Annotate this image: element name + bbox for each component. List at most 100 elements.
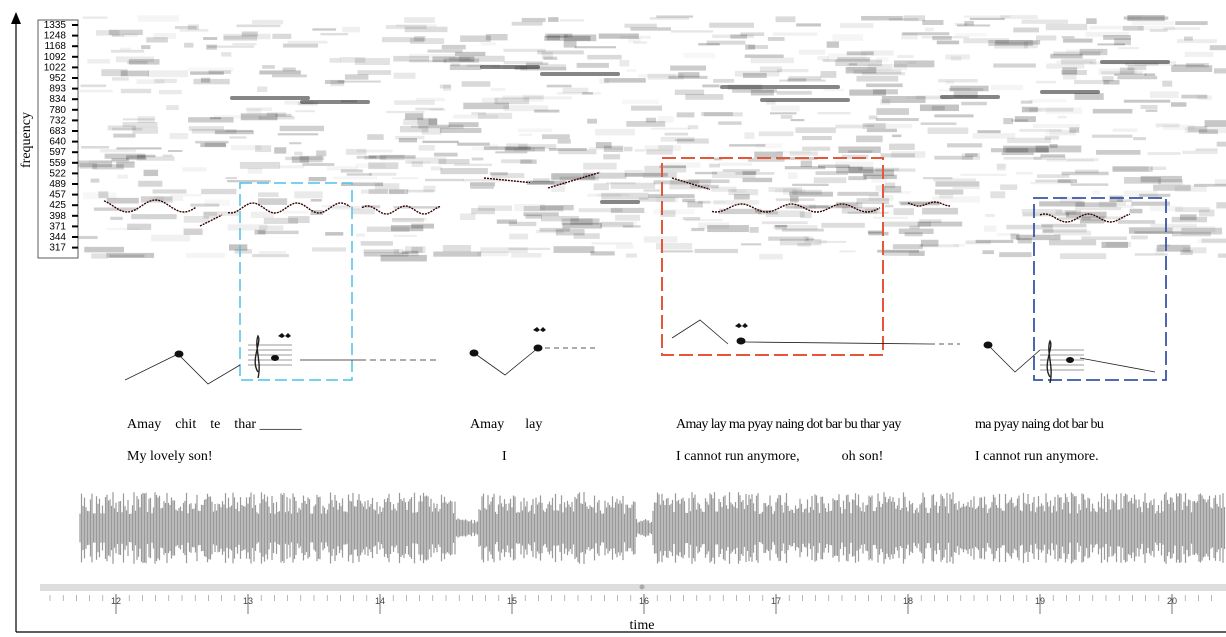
spectrogram-cell: [698, 200, 711, 204]
spectrogram-cell: [848, 166, 863, 174]
spectrogram-cell: [429, 108, 446, 111]
spectrogram-cell: [520, 66, 567, 71]
spectrogram-band: [1040, 90, 1100, 94]
spectrogram-cell: [179, 29, 209, 32]
spectrogram-cell: [240, 113, 278, 121]
spectrogram-cell: [878, 191, 911, 194]
spectrogram-cell: [1197, 239, 1226, 244]
spectrogram-cell: [898, 228, 934, 234]
spectrogram-cell: [441, 44, 466, 50]
spectrogram-cell: [1050, 53, 1083, 59]
spectrogram-cell: [587, 118, 598, 124]
spectrogram-cell: [894, 60, 935, 68]
spectrogram-cell: [776, 150, 811, 154]
spectrogram-cell: [634, 149, 645, 152]
spectrogram-cell: [116, 147, 162, 150]
spectrogram-cell: [170, 193, 202, 197]
spectrogram-cell: [643, 189, 660, 192]
spectrogram-cell: [868, 231, 889, 236]
spectrogram-cell: [1184, 127, 1226, 134]
spectrogram-cell: [504, 146, 545, 152]
spectrogram-cell: [891, 151, 926, 158]
spectrogram-cell: [1046, 63, 1085, 69]
spectrogram-cell: [748, 158, 785, 162]
spectrogram-cell: [443, 84, 452, 91]
spectrogram-cell: [556, 92, 601, 95]
spectrogram-cell: [405, 113, 424, 120]
frequency-tick-label: 522: [49, 168, 66, 179]
spectrogram-cell: [576, 62, 609, 68]
spectrogram-cell: [520, 159, 537, 164]
spectrogram-cell: [1007, 137, 1052, 144]
spectrogram-cell: [789, 191, 833, 197]
spectrogram-cell: [154, 196, 184, 201]
spectrogram-cell: [670, 179, 711, 186]
spectrogram-cell: [1098, 68, 1137, 75]
spectrogram-cell: [342, 26, 361, 33]
lyric-translation: I: [502, 449, 507, 464]
spectrogram-cell: [546, 35, 561, 41]
spectrogram-cell: [132, 126, 159, 134]
spectrogram-cell: [656, 15, 694, 18]
spectrogram-cell: [407, 161, 431, 164]
spectrogram-cell: [703, 112, 743, 117]
spectrogram-cell: [1149, 91, 1179, 98]
spectrogram-cell: [363, 252, 409, 257]
spectrogram-cell: [255, 145, 272, 153]
spectrogram-cell: [713, 157, 723, 161]
spectrogram-cell: [795, 127, 836, 133]
spectrogram-cell: [1006, 224, 1053, 230]
spectrogram-cell: [1175, 21, 1208, 25]
spectrogram-cell: [1217, 253, 1226, 258]
spectrogram-cell: [1181, 94, 1208, 99]
spectrogram-cell: [775, 198, 815, 201]
spectrogram-cell: [927, 127, 969, 134]
spectrogram-cell: [782, 188, 798, 195]
spectrogram-cell: [1123, 16, 1169, 20]
spectrogram-cell: [389, 189, 409, 195]
spectrogram-cell: [368, 172, 397, 176]
spectrogram-cell: [835, 59, 883, 67]
spectrogram-cell: [258, 198, 288, 205]
spectrogram-cell: [448, 56, 471, 62]
spectrogram-cell: [364, 155, 387, 160]
spectrogram-cell: [1128, 227, 1173, 234]
spectrogram-cell: [1137, 26, 1176, 31]
spectrogram-cell: [491, 173, 525, 179]
spectrogram-cell: [308, 176, 327, 182]
spectrogram-cell: [1044, 135, 1059, 140]
spectrogram-cell: [1214, 68, 1226, 74]
spectrogram-cell: [848, 63, 858, 66]
spectrogram-cell: [355, 163, 386, 168]
spectrogram-cell: [713, 200, 760, 205]
spectrogram-cell: [471, 112, 487, 116]
spectrogram-cell: [316, 150, 327, 157]
spectrogram-cell: [599, 78, 610, 84]
spectrogram-cell: [88, 160, 135, 164]
spectrogram-cell: [152, 189, 187, 194]
spectrogram-cell: [862, 169, 894, 177]
spectrogram-cell: [214, 130, 254, 135]
spectrogram-cell: [685, 94, 724, 100]
spectrogram-cell: [433, 251, 482, 257]
spectrogram-cell: [1057, 217, 1091, 220]
spectrogram-cell: [734, 70, 780, 77]
spectrogram-cell: [596, 193, 630, 197]
spectrogram-cell: [646, 149, 673, 155]
spectrogram-cell: [81, 145, 110, 149]
spectrogram-cell: [174, 26, 197, 29]
spectrogram-cell: [404, 17, 435, 23]
spectrogram-cell: [841, 154, 869, 160]
spectrogram-cell: [603, 145, 624, 152]
spectrogram-cell: [728, 189, 759, 196]
spectrogram-cell: [1112, 128, 1138, 132]
spectrogram-cell: [846, 51, 874, 56]
spectrogram-cell: [729, 144, 766, 147]
spectrogram-cell: [606, 182, 636, 185]
spectrogram-cell: [1059, 196, 1082, 203]
spectrogram-cell: [604, 78, 646, 83]
spectrogram-cell: [931, 105, 945, 111]
spectrogram-cell: [839, 23, 874, 29]
spectrogram-cell: [1057, 115, 1067, 119]
